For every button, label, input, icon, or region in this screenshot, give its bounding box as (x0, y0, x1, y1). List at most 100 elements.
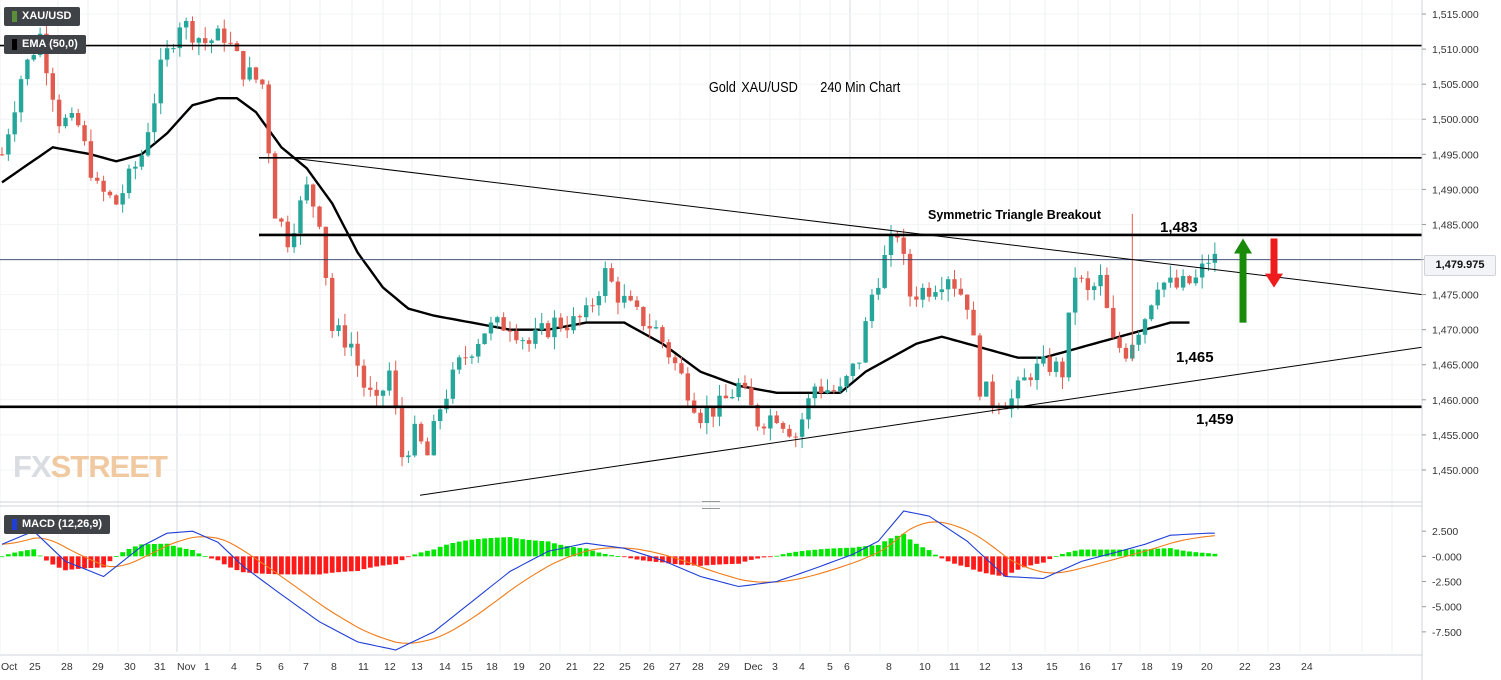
candle-up (622, 295, 627, 303)
candle-up (863, 321, 868, 363)
macd-histogram-bar (266, 556, 272, 574)
macd-histogram-bar (628, 556, 634, 559)
candle-down (114, 195, 119, 205)
candle-up (457, 357, 462, 370)
candle-up (812, 386, 817, 399)
candle-up (158, 59, 163, 104)
candle-up (152, 103, 157, 133)
candle-up (1092, 286, 1097, 291)
plot-bg (0, 0, 1422, 680)
macd-histogram-bar (5, 554, 11, 557)
macd-tick-label: -2.500 (1432, 577, 1462, 589)
candle-down (393, 370, 398, 409)
macd-histogram-bar (958, 556, 964, 566)
time-tick-label: 20 (539, 661, 551, 673)
macd-histogram-bar (101, 556, 106, 568)
macd-histogram-bar (894, 535, 900, 557)
candle-up (1009, 398, 1014, 409)
candle-up (139, 155, 144, 167)
macd-histogram-bar (88, 556, 94, 568)
macd-histogram-bar (323, 556, 329, 574)
candle-up (1180, 276, 1186, 288)
trendlines (289, 157, 1423, 496)
time-tick-label: 28 (692, 661, 704, 673)
time-tick-label: 6 (278, 661, 284, 673)
grid (0, 0, 1422, 680)
macd-histogram-bar (831, 548, 837, 557)
candle-down (711, 407, 716, 417)
time-tick-label: 17 (1111, 661, 1123, 673)
macd-histogram-bar (996, 556, 1002, 576)
price-tick-label: 1,485.000 (1432, 219, 1479, 231)
macd-histogram-bar (1174, 549, 1180, 557)
candle-up (844, 375, 849, 387)
macd-histogram-bar (933, 554, 938, 557)
candle-up (304, 184, 309, 201)
candle-down (787, 428, 792, 437)
time-tick-label: 12 (384, 661, 396, 673)
macd-histogram-bar (640, 556, 646, 561)
macd-histogram-bar (1066, 552, 1072, 557)
candle-up (1022, 377, 1027, 381)
candle-down (190, 20, 195, 43)
macd-histogram-bar (63, 556, 68, 571)
macd-histogram-bar (386, 556, 392, 565)
macd-panel (0, 510, 1218, 651)
panel-splitter[interactable] (702, 501, 720, 509)
candle-down (266, 84, 271, 154)
macd-histogram-bar (44, 556, 49, 561)
price-tick-label: 1,465.000 (1432, 360, 1479, 372)
title-gold: Gold (709, 78, 736, 95)
macd-histogram-bar (755, 556, 761, 559)
candle-up (888, 235, 894, 256)
macd-histogram-bar (793, 551, 799, 557)
macd-histogram-bar (18, 551, 24, 557)
macd-histogram-bar (1009, 556, 1015, 573)
candle-down (679, 363, 684, 374)
macd-histogram-bar (507, 537, 513, 557)
macd-histogram-bar (672, 556, 678, 565)
macd-histogram-bar (1117, 549, 1122, 557)
macd-histogram-bar (621, 556, 627, 558)
macd-histogram-bar (533, 540, 538, 557)
candle-down (399, 408, 405, 458)
symbol-label: XAU/USD (22, 10, 72, 22)
candle-down (56, 99, 62, 127)
candle-down (1047, 356, 1052, 373)
candle-up (1193, 277, 1198, 284)
symbol-tag[interactable]: XAU/USD (4, 7, 80, 26)
macd-histogram-bar (1104, 549, 1110, 557)
macd-tag[interactable]: MACD (12,26,9) (4, 515, 111, 534)
candle-down (1085, 278, 1091, 291)
macd-histogram-bar (590, 550, 595, 557)
macd-histogram-bar (456, 541, 462, 557)
time-tick-label: 14 (439, 661, 451, 673)
macd-histogram-bar (412, 554, 418, 557)
candle-down (0, 154, 5, 156)
candle-up (920, 287, 925, 300)
candle-up (349, 343, 354, 348)
title-symbol: XAU/USD (741, 78, 798, 95)
macd-histogram-bar (748, 556, 754, 560)
macd-histogram-bar (596, 552, 602, 557)
candle-up (126, 168, 132, 194)
candle-up (164, 48, 170, 60)
time-tick-label: 19 (513, 661, 525, 673)
time-tick-label: 24 (1301, 661, 1313, 673)
candle-down (368, 387, 373, 390)
candle-down (418, 423, 424, 442)
macd-histogram-bar (1180, 550, 1186, 557)
macd-histogram-bar (399, 556, 405, 561)
macd-histogram-bar (691, 556, 697, 566)
candle-down (774, 415, 779, 424)
macd-histogram-bar (704, 556, 710, 566)
macd-label: MACD (12,26,9) (22, 518, 103, 530)
candle-down (1111, 307, 1116, 338)
time-tick-label: 27 (669, 661, 681, 673)
macd-histogram-bar (609, 555, 614, 557)
ema-tag[interactable]: EMA (50,0) (4, 35, 86, 54)
macd-histogram-bar (463, 540, 468, 557)
macd-histogram-bar (431, 549, 437, 557)
candle-down (76, 113, 81, 126)
time-tick-label: Oct (1, 661, 17, 673)
